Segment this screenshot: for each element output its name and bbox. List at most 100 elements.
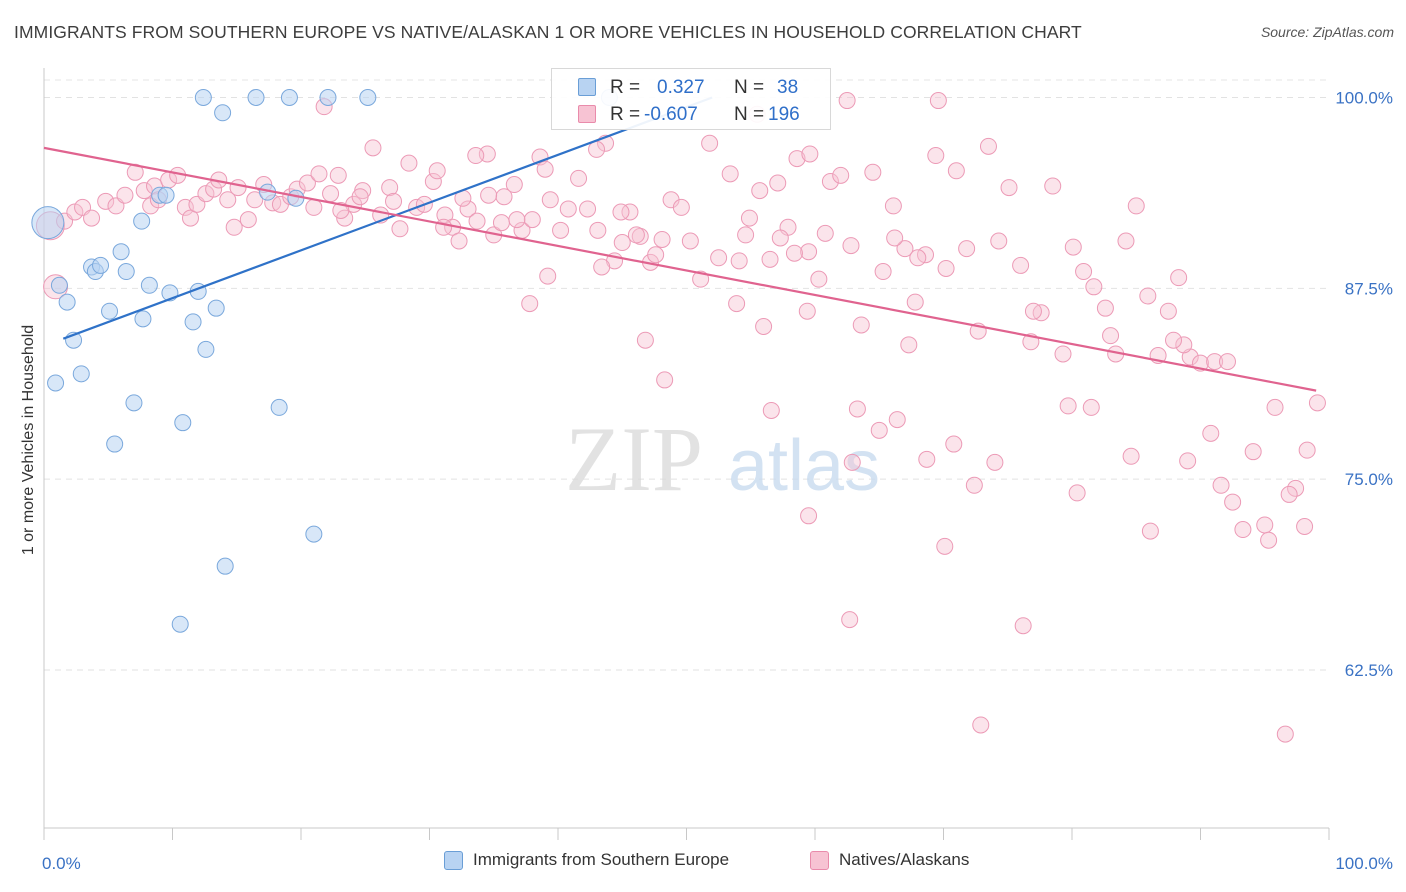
natives-alaskans-point bbox=[523, 211, 541, 229]
southern-europe-point bbox=[216, 557, 234, 575]
southern-europe-point bbox=[305, 525, 323, 543]
natives-alaskans-point bbox=[508, 211, 526, 229]
stats-swatch-pink bbox=[578, 105, 596, 123]
natives-alaskans-point bbox=[1280, 485, 1298, 503]
natives-alaskans-point bbox=[246, 191, 264, 209]
natives-alaskans-point bbox=[298, 174, 316, 192]
natives-alaskans-point bbox=[1059, 397, 1077, 415]
natives-alaskans-point bbox=[1212, 476, 1230, 494]
southern-europe-point bbox=[112, 243, 130, 261]
natives-alaskans-point bbox=[730, 252, 748, 270]
natives-alaskans-point bbox=[181, 209, 199, 227]
natives-alaskans-point bbox=[852, 316, 870, 334]
natives-alaskans-point bbox=[843, 453, 861, 471]
n-value: 38 bbox=[777, 77, 799, 98]
natives-alaskans-point bbox=[627, 226, 645, 244]
southern-europe-point bbox=[184, 313, 202, 331]
southern-europe-point bbox=[134, 310, 152, 328]
natives-alaskans-point bbox=[536, 160, 554, 178]
natives-alaskans-point bbox=[884, 197, 902, 215]
southern-europe-point bbox=[174, 414, 192, 432]
natives-alaskans-point bbox=[906, 293, 924, 311]
legend: Immigrants from Southern Europe Natives/… bbox=[0, 850, 1406, 880]
natives-alaskans-point bbox=[1139, 287, 1157, 305]
natives-alaskans-point bbox=[801, 145, 819, 163]
natives-alaskans-point bbox=[589, 221, 607, 239]
natives-alaskans-point bbox=[1256, 516, 1274, 534]
n-label: N = bbox=[734, 77, 765, 98]
southern-europe-point bbox=[280, 89, 298, 106]
natives-alaskans-point bbox=[1117, 232, 1135, 250]
legend-item-natives-alaskans[interactable]: Natives/Alaskans bbox=[810, 850, 969, 870]
natives-alaskans-point bbox=[1170, 269, 1188, 287]
natives-alaskans-point bbox=[937, 259, 955, 277]
southern-europe-point bbox=[270, 398, 288, 416]
natives-alaskans-point bbox=[1266, 398, 1284, 416]
natives-alaskans-point bbox=[468, 212, 486, 230]
natives-alaskans-point bbox=[116, 186, 134, 204]
natives-alaskans-point bbox=[613, 234, 631, 252]
natives-alaskans-point bbox=[755, 318, 773, 335]
natives-alaskans-point bbox=[838, 92, 856, 110]
watermark-zip: ZIP bbox=[565, 408, 703, 510]
natives-alaskans-point bbox=[681, 232, 699, 250]
r-label: R = bbox=[610, 104, 641, 125]
natives-alaskans-point bbox=[467, 147, 485, 165]
natives-alaskans-point bbox=[958, 240, 976, 258]
southern-europe-point bbox=[133, 212, 151, 230]
natives-alaskans-point bbox=[97, 192, 115, 210]
natives-alaskans-point bbox=[1244, 443, 1262, 461]
axes bbox=[43, 68, 1330, 840]
southern-europe-point bbox=[125, 394, 143, 412]
southern-europe-point bbox=[359, 89, 377, 106]
natives-alaskans-point bbox=[570, 169, 588, 187]
natives-alaskans-point bbox=[785, 244, 803, 262]
n-label: N = bbox=[734, 104, 765, 125]
natives-alaskans-point bbox=[788, 150, 806, 168]
natives-alaskans-point bbox=[761, 250, 779, 268]
natives-alaskans-point bbox=[1287, 479, 1305, 497]
natives-alaskans-point bbox=[219, 191, 237, 209]
legend-item-southern-europe[interactable]: Immigrants from Southern Europe bbox=[444, 850, 729, 870]
legend-label-natives-alaskans: Natives/Alaskans bbox=[839, 850, 970, 869]
natives-alaskans-point bbox=[798, 302, 816, 320]
natives-alaskans-point bbox=[400, 154, 418, 172]
natives-alaskans-point bbox=[1000, 179, 1018, 197]
source-label: Source: ZipAtlas.com bbox=[1260, 24, 1394, 40]
natives-alaskans-point bbox=[505, 176, 523, 194]
natives-alaskans-point bbox=[428, 162, 446, 180]
natives-alaskans-point bbox=[424, 172, 442, 190]
watermark-atlas: atlas bbox=[728, 426, 880, 506]
natives-alaskans-point bbox=[391, 220, 409, 238]
natives-alaskans-point bbox=[579, 200, 597, 218]
natives-alaskans-point bbox=[870, 421, 888, 439]
natives-alaskans-point bbox=[848, 400, 866, 418]
natives-alaskans-point bbox=[1218, 353, 1236, 371]
natives-alaskans-point bbox=[1260, 531, 1278, 549]
natives-alaskans-point bbox=[800, 507, 818, 525]
natives-alaskans-point bbox=[229, 179, 247, 197]
tick-labels: 100.0% 87.5% 75.0% 62.5% 0.0% 100.0% bbox=[42, 89, 1393, 874]
natives-alaskans-point bbox=[539, 267, 557, 285]
legend-swatch-blue bbox=[444, 850, 463, 870]
southern-europe-point bbox=[197, 340, 215, 358]
natives-alaskans-point bbox=[1224, 493, 1242, 511]
r-value: -0.607 bbox=[644, 104, 698, 125]
natives-alaskans-point bbox=[559, 200, 577, 218]
southern-europe-point bbox=[101, 302, 119, 320]
natives-alaskans-point bbox=[771, 229, 789, 247]
natives-alaskans-point bbox=[1175, 336, 1193, 354]
southern-europe-point bbox=[31, 206, 65, 240]
natives-alaskans-point bbox=[979, 137, 997, 155]
natives-alaskans-point bbox=[1085, 278, 1103, 296]
natives-alaskans-point bbox=[737, 226, 755, 244]
natives-alaskans-point bbox=[965, 476, 983, 494]
natives-alaskans-point bbox=[945, 435, 963, 453]
natives-alaskans-point bbox=[636, 331, 654, 349]
natives-alaskans-point bbox=[929, 92, 947, 110]
natives-alaskans-point bbox=[385, 192, 403, 210]
y-tick-label: 100.0% bbox=[1335, 89, 1393, 108]
natives-alaskans-point bbox=[647, 246, 665, 264]
southern-europe-point bbox=[72, 365, 90, 383]
x-tick-label: 0.0% bbox=[42, 854, 81, 873]
